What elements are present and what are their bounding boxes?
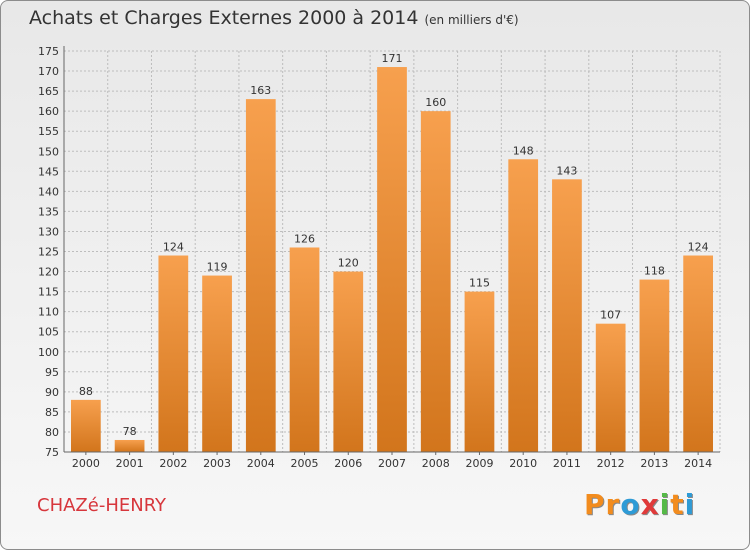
x-tick-label: 2002 <box>159 457 187 470</box>
bar-value-label: 171 <box>382 52 403 65</box>
y-tick-label: 85 <box>45 406 59 419</box>
bar-value-label: 124 <box>163 241 184 254</box>
y-tick-label: 75 <box>45 446 59 459</box>
x-tick-label: 2000 <box>72 457 100 470</box>
y-tick-label: 175 <box>38 45 59 58</box>
x-tick-label: 2011 <box>553 457 581 470</box>
y-tick-label: 165 <box>38 85 59 98</box>
y-tick-label: 95 <box>45 366 59 379</box>
bar <box>70 399 101 452</box>
y-tick-label: 140 <box>38 185 59 198</box>
bar <box>683 255 714 452</box>
bar-value-label: 163 <box>250 84 271 97</box>
brand-letter: x <box>640 488 660 521</box>
bar <box>245 99 276 453</box>
bar-value-label: 126 <box>294 232 315 245</box>
bar-value-label: 124 <box>688 241 709 254</box>
y-tick-label: 160 <box>38 105 59 118</box>
chart-unit: (en milliers d'€) <box>424 13 519 27</box>
x-tick-label: 2013 <box>640 457 668 470</box>
bar <box>595 323 626 452</box>
bar-value-label: 78 <box>123 425 137 438</box>
x-tick-label: 2010 <box>509 457 537 470</box>
bar-value-label: 119 <box>207 261 228 274</box>
chart-title-text: Achats et Charges Externes 2000 à 2014 <box>29 7 419 29</box>
brand-letter: t <box>670 488 685 521</box>
brand-letter: r <box>605 488 621 521</box>
bar <box>552 179 582 452</box>
bar-value-label: 148 <box>513 144 534 157</box>
bar-value-label: 160 <box>425 96 446 109</box>
bar <box>158 255 189 452</box>
y-tick-label: 115 <box>38 286 59 299</box>
bar-value-label: 118 <box>644 265 665 278</box>
y-tick-label: 125 <box>38 246 59 259</box>
axes: 75 80 85 90 95 100 105 110 115 120 125 130 135 140 145… <box>38 45 720 470</box>
y-tick-label: 90 <box>45 386 59 399</box>
bar <box>464 291 495 452</box>
y-tick-label: 155 <box>38 125 59 138</box>
x-tick-label: 2005 <box>291 457 319 470</box>
y-tick-label: 110 <box>38 306 59 319</box>
bar <box>639 279 670 452</box>
brand-letter: o <box>620 488 641 521</box>
y-tick-label: 100 <box>38 346 59 359</box>
x-tick-label: 2003 <box>203 457 231 470</box>
bar <box>377 67 407 452</box>
y-tick-label: 120 <box>38 266 59 279</box>
x-tick-label: 2009 <box>465 457 493 470</box>
bar <box>508 159 539 452</box>
bar-value-label: 107 <box>600 309 621 322</box>
x-tick-label: 2001 <box>116 457 144 470</box>
chart-title: Achats et Charges Externes 2000 à 2014 (e… <box>29 7 519 29</box>
bars <box>70 67 714 453</box>
proxiti-logo: Proxiti <box>584 488 695 521</box>
y-tick-label: 170 <box>38 65 59 78</box>
x-tick-label: 2014 <box>684 457 712 470</box>
x-tick-label: 2012 <box>597 457 625 470</box>
bar-value-label: 143 <box>556 164 577 177</box>
bar <box>420 111 451 453</box>
y-tick-label: 150 <box>38 145 59 158</box>
bar <box>333 271 364 452</box>
bar <box>114 439 145 452</box>
brand-letter: P <box>584 488 606 521</box>
y-tick-label: 145 <box>38 165 59 178</box>
data-labels: 88 78 124 119 163 126 120 171 160 115 148 143 107 118… <box>79 52 709 438</box>
y-tick-label: 130 <box>38 225 59 238</box>
bar-value-label: 120 <box>338 257 359 270</box>
brand-letter: i <box>684 488 696 521</box>
bar <box>289 247 320 452</box>
bar <box>202 275 232 452</box>
bar-value-label: 88 <box>79 385 93 398</box>
x-tick-label: 2007 <box>378 457 406 470</box>
x-tick-label: 2008 <box>422 457 450 470</box>
bar-value-label: 115 <box>469 277 490 290</box>
y-tick-label: 105 <box>38 326 59 339</box>
brand-letter: i <box>659 488 671 521</box>
x-tick-label: 2006 <box>334 457 362 470</box>
x-tick-label: 2004 <box>247 457 275 470</box>
y-tick-label: 135 <box>38 205 59 218</box>
y-tick-label: 80 <box>45 426 59 439</box>
commune-name: CHAZé-HENRY <box>37 495 167 516</box>
